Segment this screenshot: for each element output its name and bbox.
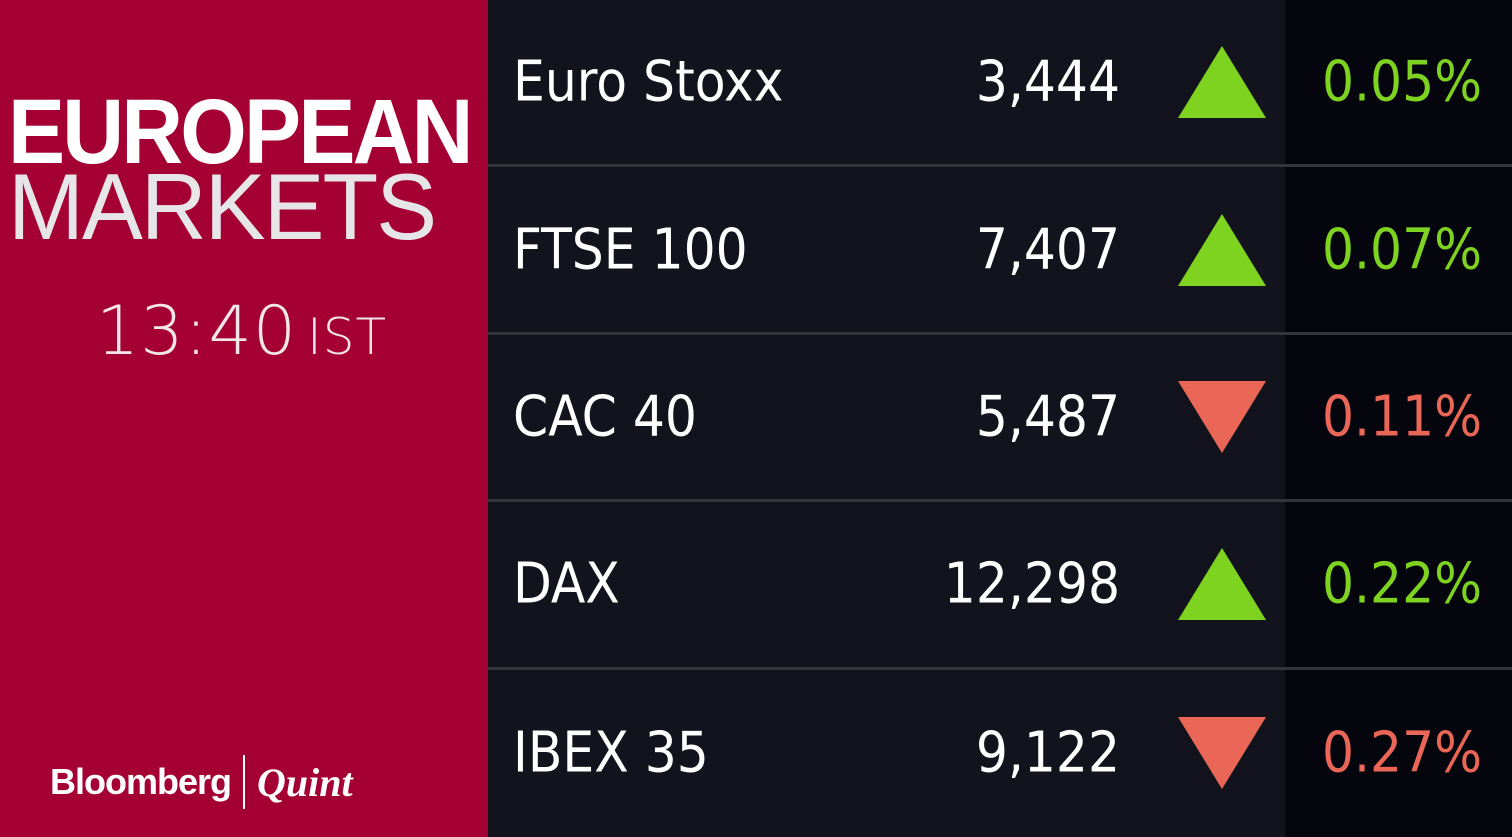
brand-quint: Quint bbox=[257, 759, 353, 805]
arrow-down-icon bbox=[1178, 717, 1266, 790]
index-row: CAC 40 5,487 0.11% bbox=[488, 335, 1512, 503]
index-change: 0.27% bbox=[1321, 720, 1482, 786]
index-row: DAX 12,298 0.22% bbox=[488, 502, 1512, 670]
brand-bloomberg: Bloomberg bbox=[50, 761, 232, 802]
index-row: IBEX 35 9,122 0.27% bbox=[488, 670, 1512, 837]
timezone: IST bbox=[306, 308, 387, 366]
index-change: 0.22% bbox=[1321, 551, 1482, 617]
title-panel: EUROPEAN MARKETS 13:40 IST Bloomberg Quin… bbox=[0, 0, 488, 837]
index-value: 7,407 bbox=[975, 217, 1120, 283]
index-name: IBEX 35 bbox=[513, 720, 709, 786]
index-name: FTSE 100 bbox=[513, 217, 748, 283]
index-value: 9,122 bbox=[975, 720, 1120, 786]
index-row: Euro Stoxx 3,444 0.05% bbox=[488, 0, 1512, 168]
index-table: Euro Stoxx 3,444 0.05% FTSE 100 7,407 0.0… bbox=[488, 0, 1512, 837]
title-line-1: EUROPEAN bbox=[8, 81, 473, 183]
index-name: Euro Stoxx bbox=[513, 49, 784, 115]
brand-divider bbox=[243, 755, 246, 809]
timestamp: 13:40 IST bbox=[96, 298, 387, 366]
time-value: 13:40 bbox=[96, 292, 297, 371]
index-row: FTSE 100 7,407 0.07% bbox=[488, 167, 1512, 335]
index-change: 0.05% bbox=[1321, 49, 1482, 115]
arrow-down-icon bbox=[1178, 380, 1266, 453]
arrow-up-icon bbox=[1178, 213, 1266, 286]
index-value: 3,444 bbox=[975, 49, 1120, 115]
index-value: 5,487 bbox=[975, 384, 1120, 450]
index-change: 0.07% bbox=[1321, 217, 1482, 283]
arrow-up-icon bbox=[1178, 548, 1266, 621]
change-column-bg bbox=[1285, 0, 1512, 837]
brand-logo: Bloomberg Quint bbox=[50, 755, 353, 809]
index-name: DAX bbox=[513, 551, 620, 617]
arrow-up-icon bbox=[1178, 46, 1266, 119]
title-line-2: MARKETS bbox=[8, 154, 437, 259]
index-value: 12,298 bbox=[943, 551, 1120, 617]
index-name: CAC 40 bbox=[513, 384, 697, 450]
index-change: 0.11% bbox=[1321, 384, 1482, 450]
